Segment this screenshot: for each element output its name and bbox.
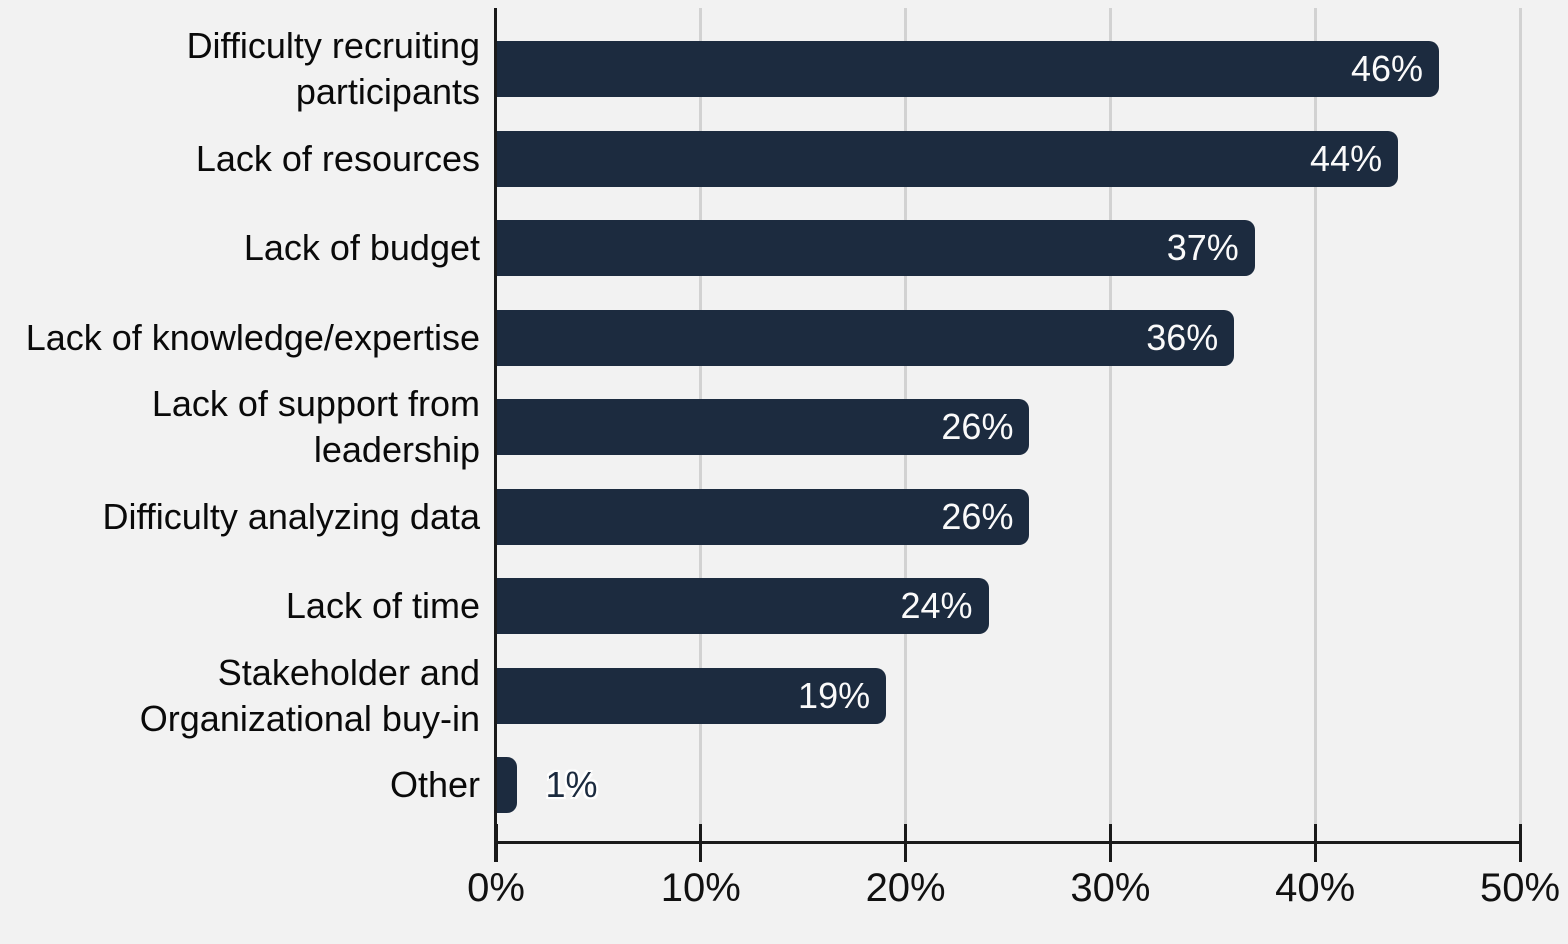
bar: 26%	[497, 488, 1030, 545]
bar-value-label: 26%	[941, 406, 1014, 447]
axis-tick-label: 0%	[467, 866, 525, 910]
bar-value-label: 46%	[1351, 48, 1424, 89]
axis-tick-label: 10%	[660, 866, 741, 910]
category-label: Lack of knowledge/expertise	[25, 316, 480, 358]
bar: 37%	[497, 220, 1255, 276]
bar-value-label: 24%	[900, 585, 973, 626]
category-label: Lack of resources	[195, 137, 480, 179]
category-label: Difficulty recruiting participants	[186, 25, 480, 112]
category-label: Lack of support from leadership	[151, 383, 480, 470]
axis-tick-label: 30%	[1070, 866, 1151, 910]
category-label: Difficulty analyzing data	[102, 495, 480, 537]
category-label: Lack of budget	[243, 227, 480, 269]
bar-value-label: 37%	[1166, 227, 1239, 268]
x-axis-line	[494, 841, 1522, 844]
bar-value-label: 36%	[1146, 316, 1219, 358]
bar	[497, 757, 518, 813]
bar: 44%	[497, 130, 1399, 187]
bar-value-label: 44%	[1310, 137, 1383, 179]
bar-value-label: 19%	[798, 674, 871, 716]
category-label: Other	[389, 764, 480, 806]
gridline	[1108, 8, 1112, 843]
category-label: Lack of time	[285, 585, 480, 627]
category-label: Stakeholder and Organizational buy-in	[139, 651, 480, 739]
bar: 26%	[497, 399, 1030, 455]
bar: 46%	[497, 41, 1440, 97]
bar: 36%	[497, 309, 1235, 366]
axis-tick-label: 40%	[1275, 866, 1356, 910]
bar-value-label: 1%	[545, 764, 598, 805]
bar: 19%	[497, 667, 887, 724]
y-axis-line	[494, 8, 497, 862]
bar-value-label: 26%	[941, 495, 1014, 537]
axis-tick-label: 50%	[1479, 866, 1561, 910]
gridline	[1518, 8, 1522, 843]
bar: 24%	[497, 578, 989, 634]
gridline	[1313, 8, 1317, 843]
axis-tick-label: 20%	[865, 866, 946, 910]
